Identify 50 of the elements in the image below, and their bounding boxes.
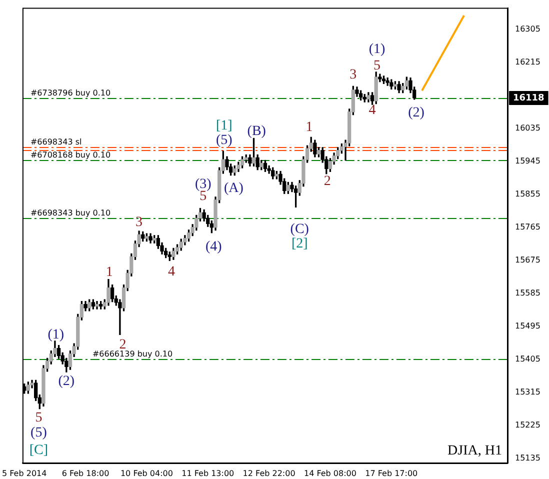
y-tick-label: 15135 xyxy=(515,453,540,462)
annotation: 5 xyxy=(374,58,381,74)
annotation: (1) xyxy=(368,42,386,57)
annotation: 2 xyxy=(324,174,331,190)
annotation: 3 xyxy=(136,214,143,230)
x-tick-label: 10 Feb 04:00 xyxy=(120,468,173,478)
annotation: [2] xyxy=(291,236,308,252)
annotation: (A) xyxy=(224,181,244,196)
text: DJIA, H1 xyxy=(448,444,502,459)
annotation: 4 xyxy=(168,264,176,280)
ref-line-label: #6708168 buy 0.10 xyxy=(30,150,111,160)
annotation: 4 xyxy=(368,103,376,118)
x-tick-label: 12 Feb 22:00 xyxy=(242,468,296,478)
y-tick-label: 15225 xyxy=(515,420,540,430)
y-tick-label: 15315 xyxy=(515,387,540,396)
annotation: (5) xyxy=(30,425,48,440)
x-tick-label: 5 Feb 2014 xyxy=(2,468,47,478)
y-tick-label: 15585 xyxy=(515,288,540,298)
x-tick-label: 17 Feb 17:00 xyxy=(365,468,418,478)
annotation: 3 xyxy=(350,68,357,83)
annotation: (B) xyxy=(247,124,266,139)
x-tick-label: 14 Feb 08:00 xyxy=(304,468,356,478)
ref-line-label: #6666139 buy 0.10 xyxy=(92,350,173,359)
annotation: (2) xyxy=(408,105,425,120)
y-tick-label: 15405 xyxy=(515,354,540,364)
annotation: (C) xyxy=(290,222,310,237)
annotation: 5 xyxy=(35,410,42,426)
annotation: 1 xyxy=(106,265,113,280)
annotation: (1) xyxy=(48,327,64,342)
y-tick-label: 15765 xyxy=(515,222,540,232)
y-tick-label: 16305 xyxy=(515,24,540,34)
y-tick-label: 15855 xyxy=(515,189,540,198)
annotation: [1] xyxy=(216,118,232,134)
ref-line-label: #6698343 buy 0.10 xyxy=(30,208,111,218)
text: 16118 xyxy=(513,93,544,104)
annotation: [C] xyxy=(29,443,48,458)
x-tick-label: 11 Feb 13:00 xyxy=(182,468,234,478)
x-tick-label: 6 Feb 18:00 xyxy=(62,468,110,478)
y-tick-label: 15675 xyxy=(515,255,540,264)
annotation: (4) xyxy=(205,239,222,254)
y-tick-label: 16215 xyxy=(515,57,540,66)
annotation: (2) xyxy=(58,374,75,389)
ref-line-label: #6698343 sl xyxy=(30,138,82,147)
y-tick-label: 15495 xyxy=(515,321,540,330)
y-tick-label: 15945 xyxy=(515,156,540,166)
annotation: 1 xyxy=(306,120,313,135)
annotation: (5) xyxy=(216,133,233,148)
y-tick-label: 16035 xyxy=(515,123,540,132)
ref-line-label: #6738796 buy 0.10 xyxy=(30,88,111,98)
candlestick xyxy=(118,299,122,336)
